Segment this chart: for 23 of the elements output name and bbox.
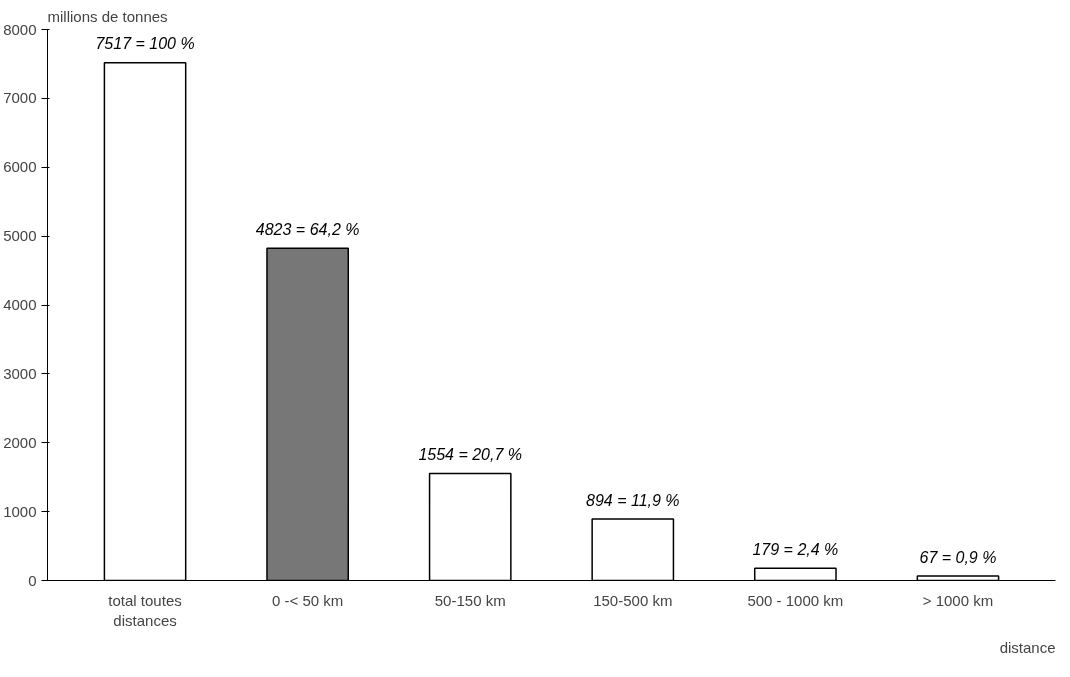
y-tick-label: 0	[28, 571, 37, 589]
x-tick-label: 150-500 km	[593, 591, 673, 609]
data-label: 7517 = 100 %	[95, 35, 195, 53]
data-label: 894 = 11,9 %	[586, 491, 680, 509]
y-tick-label: 3000	[3, 364, 37, 382]
data-label: 179 = 2,4 %	[752, 540, 839, 558]
data-label: 4823 = 64,2 %	[255, 220, 360, 238]
y-tick-label: 6000	[3, 158, 37, 176]
y-tick-label: 4000	[3, 296, 37, 313]
x-tick-label: 0 -< 50 km	[271, 591, 344, 609]
y-tick-label: 8000	[3, 20, 37, 38]
y-tick-label: 7000	[3, 89, 37, 107]
data-label: 67 = 0,9 %	[919, 548, 997, 566]
x-tick-label: 50-150 km	[434, 591, 506, 609]
y-tick-label: 2000	[3, 433, 37, 451]
x-tick-label: total toutes distances	[108, 591, 182, 629]
y-tick-label: 5000	[3, 227, 37, 245]
y-axis-title: millions de tonnes	[47, 7, 168, 25]
x-axis-title: distance	[999, 638, 1056, 656]
x-tick-label: > 1000 km	[922, 591, 994, 609]
y-tick-label: 1000	[3, 502, 37, 520]
x-tick-label: 500 - 1000 km	[747, 591, 844, 609]
data-label: 1554 = 20,7 %	[418, 446, 523, 464]
